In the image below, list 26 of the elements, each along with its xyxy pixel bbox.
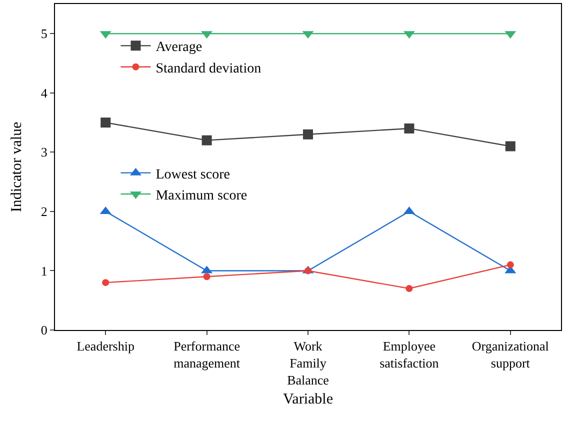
point [100,118,111,128]
x-tick-label: Leadership [76,338,134,354]
legend-label: Maximum score [156,188,248,204]
legend-label: Average [156,40,202,56]
point [102,279,110,286]
x-tick-label: Employee satisfaction [380,338,440,370]
x-tick-label: Organizational support [472,338,550,370]
point [506,261,514,268]
point [202,135,212,146]
y-tick-label: 3 [40,144,48,160]
x-tick-label: Performance management [174,338,240,370]
legend-label: Lowest score [156,167,230,182]
point [404,123,414,134]
point [406,285,413,292]
point [203,273,210,280]
y-tick-label: 2 [40,204,48,219]
y-axis-title: Indicator value [9,121,26,212]
y-tick-label: 4 [40,85,48,100]
y-tick-label: 5 [40,26,48,42]
legend-label: Standard deviation [156,61,262,76]
point [303,129,313,140]
x-tick-label: Work Family Balance [287,338,330,388]
y-tick-label: 1 [40,263,48,278]
point [505,141,516,152]
y-tick-label: 0 [40,322,48,338]
x-axis-title: Variable [283,391,334,408]
